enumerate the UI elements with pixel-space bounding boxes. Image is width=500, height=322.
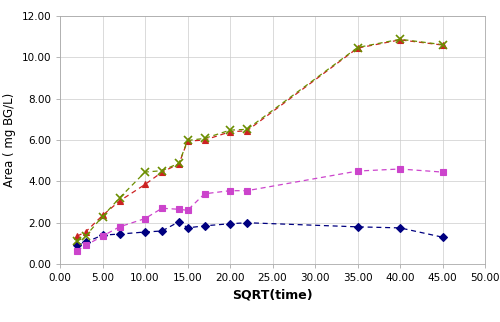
dImPO [202, 137, 207, 140]
dImPA [142, 217, 148, 221]
dIPA [82, 241, 88, 244]
dImPO [100, 214, 105, 218]
dImPO [116, 196, 122, 200]
dIPO [244, 129, 250, 133]
dImPO [397, 37, 403, 41]
dImPA [100, 234, 105, 238]
dIPO [159, 170, 165, 174]
dImPO [74, 239, 80, 243]
dIPO [82, 230, 88, 234]
dImPO [227, 128, 233, 132]
dImPA [244, 189, 250, 193]
dIPA [184, 226, 190, 230]
dImPA [176, 207, 182, 211]
dIPO [354, 46, 360, 50]
Line: dIPO: dIPO [74, 36, 446, 240]
X-axis label: SQRT(time): SQRT(time) [232, 289, 313, 302]
dImPO [184, 138, 190, 142]
dImPO [244, 128, 250, 131]
dIPA [159, 229, 165, 233]
dImPA [397, 167, 403, 171]
dImPA [354, 169, 360, 173]
dImPO [159, 169, 165, 173]
dImPA [82, 243, 88, 247]
Line: dImPO: dImPO [73, 35, 446, 245]
dImPA [116, 225, 122, 229]
dIPO [176, 162, 182, 166]
dIPO [184, 139, 190, 143]
dIPO [440, 43, 446, 47]
dImPO [176, 161, 182, 165]
dIPO [142, 183, 148, 186]
dImPA [202, 192, 207, 196]
dImPA [440, 170, 446, 174]
dIPA [397, 226, 403, 230]
dIPA [142, 230, 148, 234]
dIPA [100, 233, 105, 237]
dImPO [142, 170, 148, 174]
dImPO [82, 234, 88, 238]
dIPO [202, 138, 207, 142]
dIPO [116, 199, 122, 203]
dIPA [74, 243, 80, 247]
dIPO [227, 130, 233, 134]
dImPA [74, 249, 80, 252]
dIPA [354, 225, 360, 229]
dIPA [176, 220, 182, 223]
dImPA [184, 208, 190, 212]
Line: dIPA: dIPA [74, 219, 446, 248]
dImPA [227, 189, 233, 193]
dIPA [227, 222, 233, 226]
dImPO [440, 43, 446, 47]
dIPA [440, 235, 446, 239]
Line: dImPA: dImPA [74, 166, 446, 253]
Y-axis label: Area ( mg BG/L): Area ( mg BG/L) [3, 93, 16, 187]
dIPA [244, 221, 250, 225]
dIPO [74, 234, 80, 238]
dIPA [116, 232, 122, 236]
dImPO [354, 46, 360, 50]
dIPA [202, 224, 207, 228]
dIPO [397, 38, 403, 42]
dImPA [159, 206, 165, 210]
dIPO [100, 213, 105, 217]
